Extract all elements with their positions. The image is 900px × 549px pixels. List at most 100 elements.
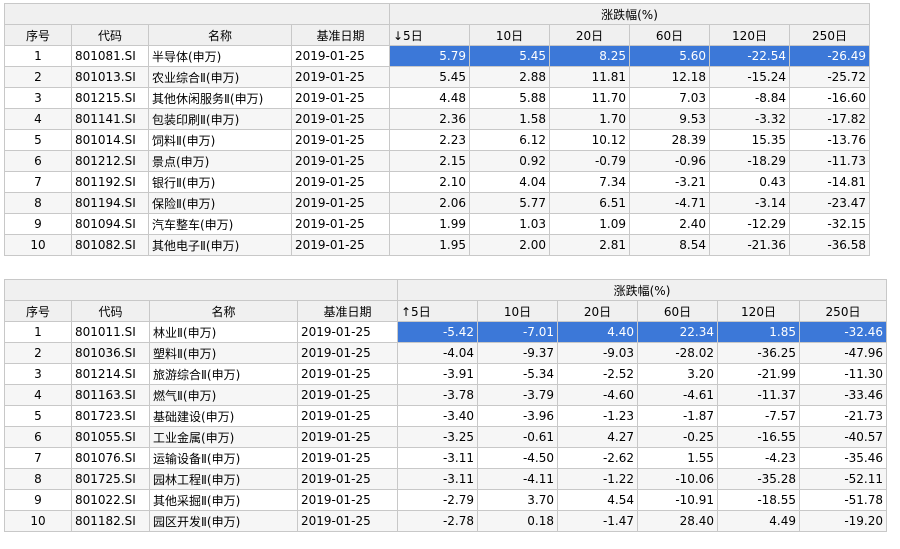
cell-change-10d: 1.03	[469, 213, 550, 235]
cell-date: 2019-01-25	[291, 129, 390, 151]
table-row[interactable]: 8 801725.SI 园林工程Ⅱ(申万) 2019-01-25 -3.11 -4.11-…	[4, 468, 887, 490]
cell-change-120d: -11.37	[717, 384, 800, 406]
table-row[interactable]: 3 801215.SI 其他休闲服务Ⅱ(申万) 2019-01-25 4.48 5.88 1…	[4, 87, 870, 109]
cell-code: 801082.SI	[71, 234, 149, 256]
cell-change-5d: 2.23	[389, 129, 470, 151]
cell-change-120d: -3.32	[709, 108, 790, 130]
cell-change-10d: -3.96	[477, 405, 558, 427]
cell-change-120d: 1.85	[717, 321, 800, 343]
cell-code: 801723.SI	[71, 405, 150, 427]
top-losers-table: 涨跌幅(%) 序号 代码 名称 基准日期 ↑5日 10日 20日 60日 120…	[4, 279, 887, 532]
cell-change-250d: -36.58	[789, 234, 870, 256]
column-header-date[interactable]: 基准日期	[291, 24, 390, 46]
cell-date: 2019-01-25	[291, 150, 390, 172]
cell-change-60d: 22.34	[637, 321, 718, 343]
cell-change-60d: -1.87	[637, 405, 718, 427]
cell-change-250d: -19.20	[799, 510, 887, 532]
cell-date: 2019-01-25	[291, 213, 390, 235]
cell-change-20d: -4.60	[557, 384, 638, 406]
cell-code: 801725.SI	[71, 468, 150, 490]
column-header-name[interactable]: 名称	[148, 24, 292, 46]
table-row[interactable]: 2 801013.SI 农业综合Ⅱ(申万) 2019-01-25 5.45 2.88 11.…	[4, 66, 870, 88]
cell-change-60d: 1.55	[637, 447, 718, 469]
cell-change-5d: 5.45	[389, 66, 470, 88]
column-header-code[interactable]: 代码	[71, 300, 150, 322]
column-header-10d[interactable]: 10日	[469, 24, 550, 46]
cell-change-60d: -0.25	[637, 426, 718, 448]
column-header-20d[interactable]: 20日	[557, 300, 638, 322]
table-row[interactable]: 8 801194.SI 保险Ⅱ(申万) 2019-01-25 2.06 5.77 6.51-…	[4, 192, 870, 214]
column-header-120d[interactable]: 120日	[717, 300, 800, 322]
table-row[interactable]: 4 801141.SI 包装印刷Ⅱ(申万) 2019-01-25 2.36 1.58 1.7…	[4, 108, 870, 130]
cell-change-20d: 8.25	[549, 45, 630, 67]
cell-change-120d: -12.29	[709, 213, 790, 235]
header-row-group: 涨跌幅(%)	[4, 3, 870, 25]
cell-change-120d: -21.36	[709, 234, 790, 256]
table-row[interactable]: 5 801014.SI 饲料Ⅱ(申万) 2019-01-25 2.23 6.12 10.12…	[4, 129, 870, 151]
column-header-5d[interactable]: ↑5日	[397, 300, 478, 322]
column-header-250d[interactable]: 250日	[799, 300, 887, 322]
cell-date: 2019-01-25	[291, 45, 390, 67]
cell-name: 半导体(申万)	[148, 45, 292, 67]
cell-date: 2019-01-25	[291, 66, 390, 88]
cell-change-20d: -1.23	[557, 405, 638, 427]
table-row[interactable]: 6 801055.SI 工业金属(申万) 2019-01-25 -3.25 -0.61 4.…	[4, 426, 887, 448]
column-header-5d[interactable]: ↓5日	[389, 24, 470, 46]
column-header-20d[interactable]: 20日	[549, 24, 630, 46]
cell-change-250d: -26.49	[789, 45, 870, 67]
cell-date: 2019-01-25	[297, 342, 398, 364]
cell-name: 包装印刷Ⅱ(申万)	[148, 108, 292, 130]
cell-change-20d: -0.79	[549, 150, 630, 172]
cell-change-120d: 4.49	[717, 510, 800, 532]
column-header-60d[interactable]: 60日	[637, 300, 718, 322]
table-row[interactable]: 7 801192.SI 银行Ⅱ(申万) 2019-01-25 2.10 4.04 7.34-…	[4, 171, 870, 193]
cell-name: 银行Ⅱ(申万)	[148, 171, 292, 193]
cell-seq: 2	[4, 342, 72, 364]
table-row[interactable]: 1 801081.SI 半导体(申万) 2019-01-25 5.79 5.45 8.25 5…	[4, 45, 870, 67]
column-header-250d[interactable]: 250日	[789, 24, 870, 46]
cell-seq: 8	[4, 468, 72, 490]
table-row[interactable]: 3 801214.SI 旅游综合Ⅱ(申万) 2019-01-25 -3.91 -5.34-…	[4, 363, 887, 385]
column-header-10d[interactable]: 10日	[477, 300, 558, 322]
cell-name: 旅游综合Ⅱ(申万)	[149, 363, 298, 385]
cell-code: 801055.SI	[71, 426, 150, 448]
cell-change-20d: 4.54	[557, 489, 638, 511]
cell-change-5d: 2.10	[389, 171, 470, 193]
cell-code: 801215.SI	[71, 87, 149, 109]
column-header-name[interactable]: 名称	[149, 300, 298, 322]
column-header-seq[interactable]: 序号	[4, 24, 72, 46]
cell-code: 801214.SI	[71, 363, 150, 385]
cell-change-60d: 5.60	[629, 45, 710, 67]
column-header-seq[interactable]: 序号	[4, 300, 72, 322]
cell-change-60d: -0.96	[629, 150, 710, 172]
cell-name: 农业综合Ⅱ(申万)	[148, 66, 292, 88]
cell-code: 801011.SI	[71, 321, 150, 343]
column-header-60d[interactable]: 60日	[629, 24, 710, 46]
table-row[interactable]: 9 801022.SI 其他采掘Ⅱ(申万) 2019-01-25 -2.79 3.70 4.…	[4, 489, 887, 511]
table-row[interactable]: 7 801076.SI 运输设备Ⅱ(申万) 2019-01-25 -3.11 -4.50-…	[4, 447, 887, 469]
cell-date: 2019-01-25	[297, 510, 398, 532]
column-header-120d[interactable]: 120日	[709, 24, 790, 46]
cell-change-120d: -15.24	[709, 66, 790, 88]
cell-date: 2019-01-25	[297, 321, 398, 343]
table-row[interactable]: 2 801036.SI 塑料Ⅱ(申万) 2019-01-25 -4.04 -9.37 -9.…	[4, 342, 887, 364]
cell-change-60d: 7.03	[629, 87, 710, 109]
cell-change-20d: 7.34	[549, 171, 630, 193]
column-header-code[interactable]: 代码	[71, 24, 149, 46]
table-row[interactable]: 10 801182.SI 园区开发Ⅱ(申万) 2019-01-25 -2.78 0.18-…	[4, 510, 887, 532]
cell-code: 801212.SI	[71, 150, 149, 172]
cell-name: 景点(申万)	[148, 150, 292, 172]
cell-name: 工业金属(申万)	[149, 426, 298, 448]
table-row[interactable]: 10 801082.SI 其他电子Ⅱ(申万) 2019-01-25 1.95 2.00 2.…	[4, 234, 870, 256]
table-row[interactable]: 6 801212.SI 景点(申万) 2019-01-25 2.15 0.92 -0.79-…	[4, 150, 870, 172]
table-row[interactable]: 1 801011.SI 林业Ⅱ(申万) 2019-01-25 -5.42 -7.01 4.4…	[4, 321, 887, 343]
cell-name: 林业Ⅱ(申万)	[149, 321, 298, 343]
cell-name: 饲料Ⅱ(申万)	[148, 129, 292, 151]
table-row[interactable]: 9 801094.SI 汽车整车(申万) 2019-01-25 1.99 1.03 1.09…	[4, 213, 870, 235]
cell-change-250d: -32.46	[799, 321, 887, 343]
cell-change-250d: -14.81	[789, 171, 870, 193]
table-row[interactable]: 4 801163.SI 燃气Ⅱ(申万) 2019-01-25 -3.78 -3.79 -4.…	[4, 384, 887, 406]
column-header-date[interactable]: 基准日期	[297, 300, 398, 322]
cell-change-120d: -3.14	[709, 192, 790, 214]
table-row[interactable]: 5 801723.SI 基础建设(申万) 2019-01-25 -3.40 -3.96 -1…	[4, 405, 887, 427]
